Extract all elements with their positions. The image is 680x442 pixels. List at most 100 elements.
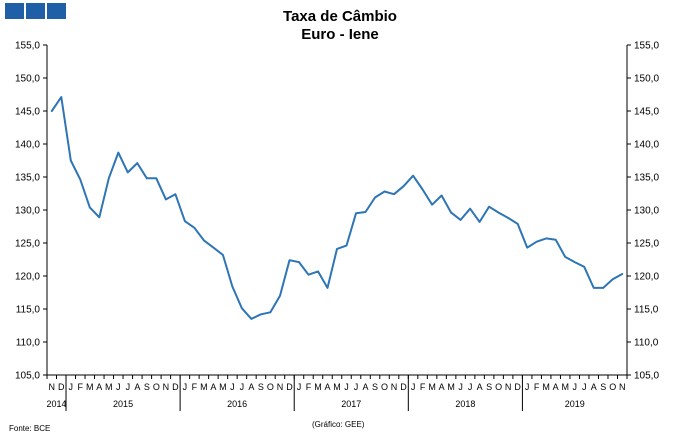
data-point <box>536 241 538 243</box>
month-label: A <box>591 382 597 392</box>
data-point <box>146 177 148 179</box>
month-label: J <box>344 382 349 392</box>
data-point <box>70 160 72 162</box>
month-label: F <box>192 382 198 392</box>
month-label: O <box>153 382 160 392</box>
data-point <box>498 212 500 214</box>
y-tick-label-right: 115,0 <box>634 305 659 316</box>
data-point <box>326 287 328 289</box>
data-point <box>336 248 338 250</box>
month-label: O <box>495 382 502 392</box>
data-point <box>250 318 252 320</box>
data-point <box>203 239 205 241</box>
month-label: S <box>600 382 606 392</box>
month-label: J <box>582 382 587 392</box>
data-point <box>184 220 186 222</box>
y-tick-label-left: 150,0 <box>15 74 40 85</box>
data-point <box>612 278 614 280</box>
data-point <box>279 295 281 297</box>
data-point <box>488 206 490 208</box>
month-label: J <box>116 382 121 392</box>
month-label: N <box>505 382 512 392</box>
data-point <box>51 110 53 112</box>
data-point <box>317 270 319 272</box>
data-point <box>136 162 138 164</box>
month-label: F <box>534 382 540 392</box>
month-label: N <box>619 382 626 392</box>
data-point <box>165 198 167 200</box>
y-tick-label-left: 125,0 <box>15 239 40 250</box>
month-label: J <box>69 382 74 392</box>
month-label: J <box>468 382 473 392</box>
data-point <box>155 177 157 179</box>
month-label: N <box>277 382 284 392</box>
month-label: J <box>458 382 463 392</box>
year-label: 2015 <box>113 399 133 409</box>
month-label: N <box>163 382 170 392</box>
month-label: M <box>333 382 341 392</box>
month-label: J <box>354 382 359 392</box>
y-tick-label-right: 125,0 <box>634 239 659 250</box>
data-point <box>212 247 214 249</box>
chart-credit: (Gráfico: GEE) <box>312 420 365 429</box>
source-note: Fonte: BCE <box>9 424 51 433</box>
month-label: A <box>96 382 102 392</box>
data-point <box>89 206 91 208</box>
data-point <box>288 259 290 261</box>
month-label: M <box>314 382 322 392</box>
data-point <box>460 219 462 221</box>
y-tick-label-left: 130,0 <box>15 206 40 217</box>
data-point <box>174 193 176 195</box>
month-label: D <box>58 382 65 392</box>
month-label: D <box>172 382 179 392</box>
data-point <box>127 171 129 173</box>
chart-title: Taxa de Câmbio Euro - Iene <box>0 8 680 44</box>
data-point <box>298 261 300 263</box>
month-label: A <box>363 382 369 392</box>
chart-title-line2: Euro - Iene <box>301 26 379 43</box>
month-label: S <box>144 382 150 392</box>
y-tick-label-right: 130,0 <box>634 206 659 217</box>
month-label: M <box>428 382 436 392</box>
data-point <box>108 177 110 179</box>
data-point <box>412 175 414 177</box>
data-point <box>583 266 585 268</box>
data-point <box>574 261 576 263</box>
data-point <box>602 287 604 289</box>
month-label: A <box>439 382 445 392</box>
data-point <box>260 313 262 315</box>
data-point <box>384 191 386 193</box>
data-point <box>507 217 509 219</box>
month-label: S <box>258 382 264 392</box>
data-point <box>545 237 547 239</box>
month-label: J <box>411 382 416 392</box>
logo <box>5 3 66 19</box>
y-tick-label-right: 110,0 <box>634 338 659 349</box>
series-line <box>50 96 624 320</box>
y-tick-label-left: 115,0 <box>16 305 41 316</box>
month-label: A <box>134 382 140 392</box>
data-point <box>441 194 443 196</box>
y-tick-label-right: 105,0 <box>634 371 659 382</box>
month-label: A <box>477 382 483 392</box>
y-tick-label-right: 155,0 <box>634 41 659 52</box>
y-tick-label-left: 120,0 <box>15 272 40 283</box>
y-tick-label-left: 155,0 <box>15 41 40 52</box>
month-label: J <box>183 382 188 392</box>
data-point <box>555 239 557 241</box>
month-label: S <box>486 382 492 392</box>
month-label: N <box>49 382 56 392</box>
data-point <box>431 204 433 206</box>
data-point <box>450 212 452 214</box>
month-label: M <box>86 382 94 392</box>
month-label: N <box>391 382 398 392</box>
month-label: J <box>297 382 302 392</box>
month-label: J <box>572 382 577 392</box>
data-point <box>365 211 367 213</box>
data-point <box>479 221 481 223</box>
y-tick-label-right: 135,0 <box>634 173 659 184</box>
y-tick-label-left: 140,0 <box>15 140 40 151</box>
month-label: A <box>248 382 254 392</box>
y-tick-label-right: 120,0 <box>634 272 659 283</box>
